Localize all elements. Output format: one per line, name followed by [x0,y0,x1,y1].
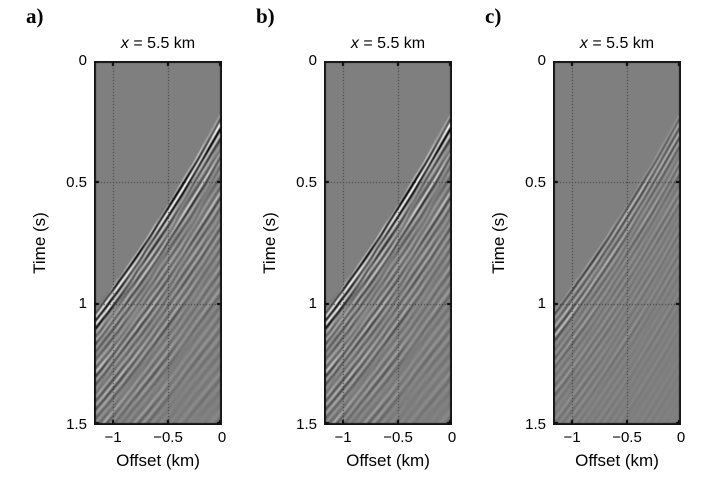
x-tick-label: 0 [447,429,457,446]
title-variable: x [120,35,129,52]
panel-title: x = 5.5 km [304,34,472,54]
y-axis-label: Time (s) [489,212,508,274]
seismic-image [94,61,222,425]
y-tick-label: 0.5 [525,174,546,191]
x-tick-label: −1 [104,429,122,446]
figure-panel-b: b) x = 5.5 km Time (s) 0 0.5 1 1.5 −1 −0… [230,0,477,485]
y-tick-label: 1.5 [296,416,317,433]
y-tick-label: 1 [537,295,546,312]
y-tick-label: 1 [78,295,87,312]
figure-panel-a: a) x = 5.5 km Time (s) 0 0.5 1 1.5 −1 −0… [0,0,247,485]
y-tick-label: 0 [308,52,317,69]
x-tick-label: −0.5 [383,429,413,446]
panel-title: x = 5.5 km [74,34,242,54]
title-value: = 5.5 km [358,35,426,52]
y-tick-label: 1 [308,295,317,312]
figure-panel-c: c) x = 5.5 km Time (s) 0 0.5 1 1.5 −1 −0… [459,0,706,485]
panel-letter: a) [26,4,44,28]
x-tick-label: −1 [334,429,352,446]
seismic-image [553,61,681,425]
panel-title: x = 5.5 km [533,34,701,54]
panel-letter: b) [256,4,275,28]
x-axis-label: Offset (km) [116,451,200,470]
x-tick-label: −0.5 [612,429,642,446]
panel-letter: c) [485,4,502,28]
title-variable: x [579,35,588,52]
y-axis-label: Time (s) [260,212,279,274]
title-value: = 5.5 km [128,35,196,52]
y-axis-label: Time (s) [30,212,49,274]
x-axis-label: Offset (km) [346,451,430,470]
y-tick-label: 1.5 [525,416,546,433]
y-tick-label: 0 [537,52,546,69]
x-tick-label: −0.5 [153,429,183,446]
y-tick-label: 0 [78,52,87,69]
x-axis-label: Offset (km) [575,451,659,470]
y-tick-label: 0.5 [66,174,87,191]
seismic-image [324,61,452,425]
y-tick-label: 1.5 [66,416,87,433]
title-variable: x [350,35,359,52]
title-value: = 5.5 km [587,35,655,52]
x-tick-label: 0 [217,429,227,446]
x-tick-label: −1 [563,429,581,446]
y-tick-label: 0.5 [296,174,317,191]
x-tick-label: 0 [676,429,686,446]
